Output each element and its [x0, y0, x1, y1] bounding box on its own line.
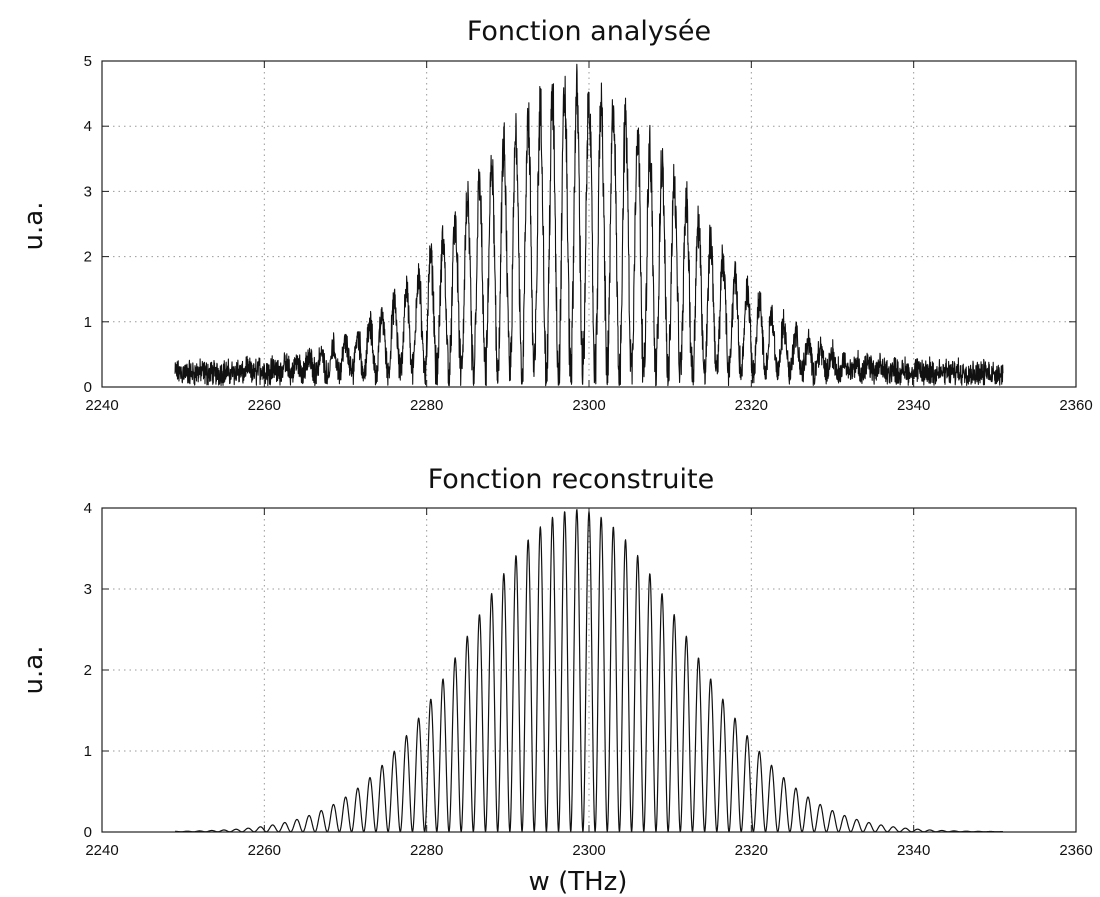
top-chart-y-tick-labels: 0 1 2 3 4 5 [84, 53, 92, 396]
x-tick-label: 2360 [1059, 842, 1092, 859]
y-tick-label: 0 [84, 379, 92, 396]
x-tick-label: 2260 [248, 842, 281, 859]
top-chart-title: Fonction analysée [467, 16, 711, 47]
bottom-chart-x-tick-labels: 2240 2260 2280 2300 2320 2340 2360 [85, 842, 1092, 859]
bottom-chart-ylabel: u.a. [19, 646, 49, 695]
y-tick-label: 4 [84, 500, 92, 517]
y-tick-label: 2 [84, 662, 92, 679]
bottom-chart-title: Fonction reconstruite [428, 464, 715, 495]
bottom-chart-ticks [101, 507, 1077, 833]
x-tick-label: 2340 [897, 397, 930, 414]
bottom-chart-grid [102, 508, 1076, 832]
x-tick-label: 2300 [572, 842, 605, 859]
y-tick-label: 2 [84, 249, 92, 266]
y-tick-label: 1 [84, 743, 92, 760]
x-tick-label: 2240 [85, 397, 118, 414]
x-tick-label: 2280 [410, 397, 443, 414]
x-tick-label: 2280 [410, 842, 443, 859]
x-tick-label: 2260 [248, 397, 281, 414]
bottom-chart-xlabel: w (THz) [529, 867, 628, 897]
bottom-chart-panel: Fonction reconstruite u.a. 2240 2260 2280 2… [19, 464, 1093, 897]
y-tick-label: 0 [84, 824, 92, 841]
top-chart-ticks [101, 60, 1077, 388]
y-tick-label: 5 [84, 53, 92, 70]
top-chart-ylabel: u.a. [19, 202, 49, 251]
x-tick-label: 2320 [735, 397, 768, 414]
top-chart-panel: Fonction analysée u.a. 2240 2260 2280 2300 2… [19, 16, 1093, 414]
x-tick-label: 2340 [897, 842, 930, 859]
x-tick-label: 2360 [1059, 397, 1092, 414]
y-tick-label: 4 [84, 118, 92, 135]
y-tick-label: 3 [84, 183, 92, 200]
top-chart-series [174, 63, 1004, 387]
top-chart-x-tick-labels: 2240 2260 2280 2300 2320 2340 2360 [85, 397, 1092, 414]
bottom-chart-y-tick-labels: 0 1 2 3 4 [84, 500, 92, 841]
analysed-signal-line [174, 63, 1004, 387]
x-tick-label: 2240 [85, 842, 118, 859]
y-tick-label: 3 [84, 581, 92, 598]
y-tick-label: 1 [84, 314, 92, 331]
x-tick-label: 2300 [572, 397, 605, 414]
x-tick-label: 2320 [735, 842, 768, 859]
